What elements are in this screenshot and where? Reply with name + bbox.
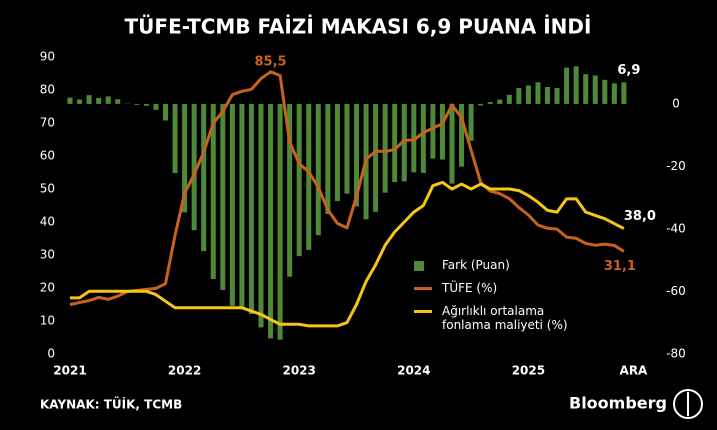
- y-tick-label: 60: [40, 149, 55, 163]
- data-label: 31,1: [604, 259, 636, 274]
- bar: [67, 97, 73, 104]
- bar: [143, 103, 149, 106]
- source: KAYNAK: TÜİK, TCMB: [40, 397, 182, 412]
- bar: [459, 103, 465, 167]
- bar: [506, 94, 512, 104]
- y2-tick-label: -80: [666, 347, 686, 361]
- bar: [77, 99, 83, 104]
- legend-item: Ağırlıklı ortalama fonlama maliyeti (%): [414, 304, 584, 332]
- bar: [497, 99, 503, 104]
- data-label: 6,9: [617, 63, 640, 78]
- bar: [163, 103, 168, 121]
- legend: Fark (Puan) TÜFE (%) Ağırlıklı ortalama fo…: [414, 258, 584, 341]
- data-label: 85,5: [255, 54, 287, 69]
- bar: [382, 103, 388, 193]
- bar: [468, 103, 474, 141]
- y2-tick-label: -40: [666, 221, 686, 235]
- bar: [554, 87, 560, 104]
- brand: Bloomberg: [569, 394, 667, 413]
- bar: [525, 85, 531, 104]
- bar: [220, 103, 226, 290]
- bar: [229, 103, 235, 306]
- legend-label: Fark (Puan): [442, 258, 510, 272]
- bar: [287, 103, 293, 277]
- bar: [115, 99, 121, 104]
- data-label: 38,0: [624, 209, 656, 224]
- bar: [430, 103, 436, 159]
- y-tick-label: 0: [47, 347, 55, 361]
- y-tick-label: 90: [40, 50, 55, 64]
- y2-tick-label: -20: [666, 159, 686, 173]
- y-tick-label: 50: [40, 182, 55, 196]
- bar: [268, 103, 274, 339]
- bar: [621, 82, 627, 104]
- bar: [277, 103, 283, 340]
- bar: [105, 96, 111, 104]
- y-tick-label: 40: [40, 215, 55, 229]
- bar: [182, 103, 188, 213]
- chart-title: TÜFE-TCMB FAİZİ MAKASI 6,9 PUANA İNDİ: [125, 15, 592, 39]
- y-tick-label: 70: [40, 116, 55, 130]
- bar: [354, 103, 359, 207]
- bar: [545, 87, 550, 104]
- legend-item: TÜFE (%): [414, 281, 584, 295]
- x-tick-label: 2025: [512, 364, 545, 378]
- legend-label: TÜFE (%): [442, 281, 498, 295]
- bar: [487, 102, 493, 104]
- x-tick-label: 2023: [282, 364, 315, 378]
- legend-label: Ağırlıklı ortalama fonlama maliyeti (%): [442, 304, 568, 332]
- line: [69, 70, 625, 307]
- y-tick-label: 20: [40, 281, 55, 295]
- x-tick-label: ARA: [620, 364, 649, 378]
- bar: [172, 103, 178, 173]
- bar: [325, 103, 331, 214]
- logo: [673, 389, 703, 419]
- bar: [583, 74, 589, 104]
- bar: [516, 87, 522, 104]
- y2-tick-label: -60: [666, 284, 686, 298]
- bar: [535, 82, 541, 104]
- bar: [210, 103, 216, 279]
- line: [70, 180, 625, 328]
- bar: [334, 103, 340, 202]
- legend-swatch: [414, 261, 424, 271]
- bar: [449, 103, 455, 184]
- bar: [439, 103, 445, 160]
- bar: [201, 103, 207, 252]
- bar: [373, 103, 379, 212]
- y-tick-label: 30: [40, 248, 55, 262]
- bar: [86, 95, 92, 104]
- bar: [248, 103, 254, 314]
- bar: [344, 103, 350, 194]
- legend-swatch: [414, 287, 432, 290]
- y2-tick-label: 0: [672, 96, 680, 110]
- bar: [573, 66, 579, 104]
- x-tick-label: 2024: [397, 364, 430, 378]
- x-tick-label: 2021: [53, 364, 86, 378]
- bar: [153, 103, 159, 110]
- bar: [239, 103, 245, 309]
- bar: [611, 83, 617, 104]
- bar: [478, 103, 484, 106]
- bar: [401, 103, 407, 182]
- bar: [602, 79, 608, 104]
- legend-item: Fark (Puan): [414, 258, 584, 272]
- bar: [258, 103, 264, 328]
- bar: [420, 103, 426, 173]
- legend-swatch: [414, 310, 432, 313]
- bar: [134, 103, 140, 105]
- bar: [296, 103, 302, 257]
- bar: [315, 103, 321, 236]
- y-tick-label: 80: [40, 83, 55, 97]
- bar: [96, 97, 102, 104]
- bar: [392, 103, 398, 183]
- y-tick-label: 10: [40, 314, 55, 328]
- x-tick-label: 2022: [168, 364, 201, 378]
- bar: [191, 103, 197, 231]
- bar: [564, 67, 570, 104]
- bar: [306, 103, 312, 250]
- bar: [592, 75, 598, 104]
